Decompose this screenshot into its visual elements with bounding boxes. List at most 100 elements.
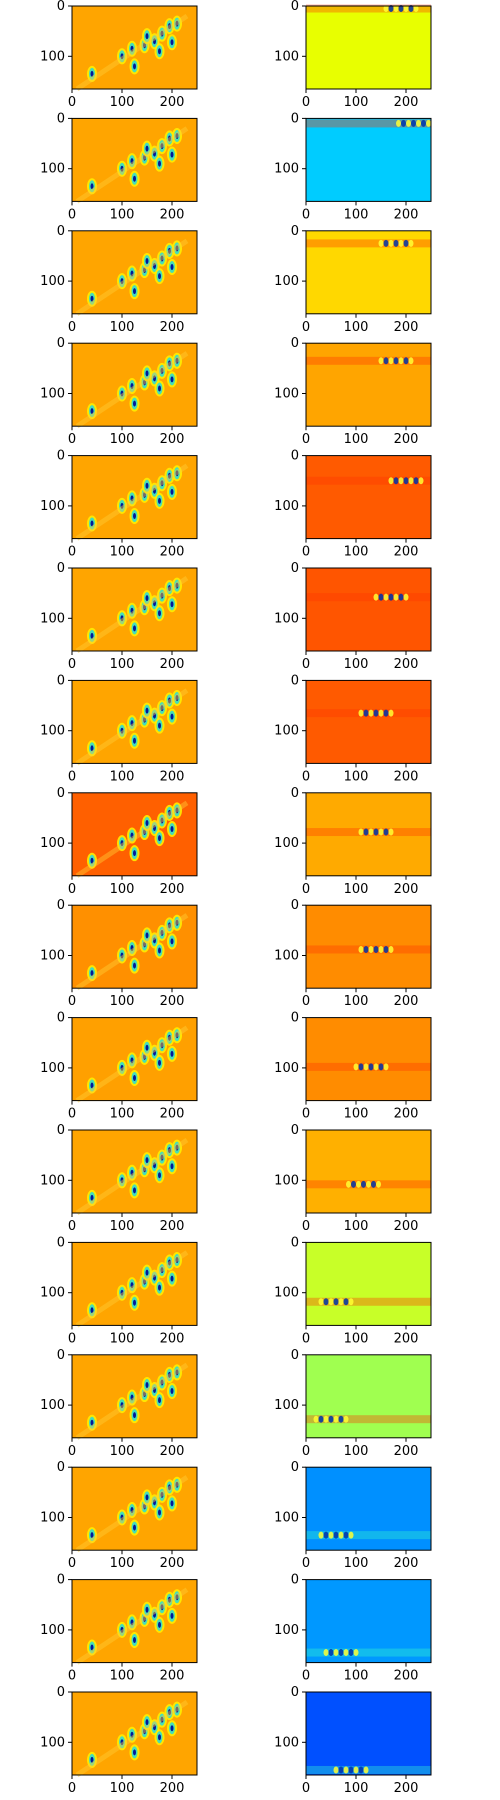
heatmap-background [306,455,431,539]
heatmap-blob-core [133,625,136,632]
heatmap-blob-core [90,1307,94,1314]
heatmap-spot [383,945,389,953]
x-tick-label: 200 [160,1331,185,1346]
heatmap-spot [368,828,374,836]
heatmap-spot [378,1063,384,1071]
heatmap-blob-core [90,970,94,977]
heatmap-blob-core [145,1606,149,1613]
x-tick-label: 200 [394,95,419,110]
heatmap-blob-core [160,705,164,712]
heatmap-blob-core [120,278,124,285]
x-tick-label: 0 [68,1556,76,1571]
x-tick-label: 0 [302,1331,310,1346]
heatmap-blob-core [153,1724,156,1731]
y-tick-label: 0 [291,0,299,14]
heatmap-blob-core [160,592,164,599]
y-tick-label: 0 [291,1460,299,1475]
x-tick-label: 200 [394,320,419,335]
heatmap-spot [366,1180,371,1188]
heatmap-blob-core [175,1594,179,1601]
heatmap-blob-core [90,745,94,752]
x-tick-label: 200 [394,657,419,672]
heatmap-blob-core [143,154,146,161]
heatmap-spot [388,239,394,247]
x-tick-label: 0 [68,95,76,110]
heatmap-spot [398,5,404,13]
heatmap-panel-right-7: 0 100 200 0 100 [274,673,432,784]
heatmap-blob-core [153,825,156,832]
heatmap-blob-core [170,1612,174,1619]
heatmap-spot [368,1063,374,1071]
y-tick-label: 0 [291,1685,299,1700]
heatmap-streak [75,1025,189,1103]
y-tick-label: 100 [40,387,65,402]
heatmap-blob-core [130,832,134,839]
heatmap-spot [371,1180,376,1188]
heatmap-panel-left-15: 0 100 200 0 100 [40,1573,198,1684]
heatmap-blob-core [145,33,149,40]
heatmap-spot [358,709,364,717]
heatmap-blob-core [133,1749,136,1756]
y-tick-label: 100 [274,1173,299,1188]
x-tick-label: 0 [68,1781,76,1796]
heatmap-blob-core [160,1604,164,1611]
panel-frame [71,1354,198,1439]
heatmap-blob-core [170,1050,174,1057]
heatmap-background [306,1354,431,1438]
x-tick-label: 100 [344,320,369,335]
y-tick-label: 0 [291,1573,299,1588]
heatmap-panel-right-12: 0 100 200 0 100 [274,1235,432,1346]
heatmap-blob-core [130,270,134,277]
y-tick-label: 100 [40,499,65,514]
heatmap-blob-core [168,135,171,142]
heatmap-panel-right-10: 0 100 200 0 100 [274,1011,432,1122]
heatmap-spot [426,119,431,127]
x-tick-label: 0 [302,1219,310,1234]
heatmap-spot [418,477,424,485]
heatmap-blob-core [120,727,124,734]
y-tick-label: 0 [57,449,65,464]
x-tick-label: 0 [302,994,310,1009]
panel-frame [71,1017,198,1102]
heatmap-blob-core [153,150,156,157]
heatmap-blob-core [90,1644,94,1651]
y-tick-label: 0 [57,1573,65,1588]
heatmap-blob-core [175,1257,179,1264]
heatmap-blob-core [133,1187,136,1194]
panel-frame [71,1579,198,1664]
heatmap-spot [363,828,369,836]
x-tick-label: 0 [302,882,310,897]
heatmap-spot [411,119,416,127]
y-tick-label: 0 [291,336,299,351]
heatmap-band [306,1531,431,1540]
heatmap-blob-core [120,1626,124,1633]
x-tick-label: 0 [68,1107,76,1122]
heatmap-blob-core [90,408,94,415]
y-tick-label: 100 [40,1511,65,1526]
y-tick-label: 0 [57,561,65,576]
heatmap-spot [328,1415,334,1423]
y-tick-label: 100 [274,162,299,177]
heatmap-blob-core [153,1387,156,1394]
heatmap-blob-core [168,1371,171,1378]
y-tick-label: 0 [291,1348,299,1363]
heatmap-blob-core [145,932,149,939]
heatmap-blob-core [175,582,179,589]
heatmap-streak [75,1137,189,1216]
heatmap-blob-core [153,712,156,719]
y-tick-label: 100 [274,1511,299,1526]
heatmap-spot [348,1531,354,1539]
heatmap-background [306,905,431,989]
panel-frame [305,1579,432,1664]
heatmap-blob-core [145,482,149,489]
heatmap-blob-core [143,1728,146,1735]
heatmap-blob-core [168,809,171,816]
x-tick-label: 0 [302,1669,310,1684]
heatmap-spot [343,1298,349,1306]
y-tick-label: 100 [274,49,299,64]
heatmap-band [306,119,431,128]
heatmap-blob-core [170,713,174,720]
heatmap-blob-core [153,1162,156,1169]
heatmap-spot [388,709,394,717]
heatmap-blob-core [143,491,146,498]
